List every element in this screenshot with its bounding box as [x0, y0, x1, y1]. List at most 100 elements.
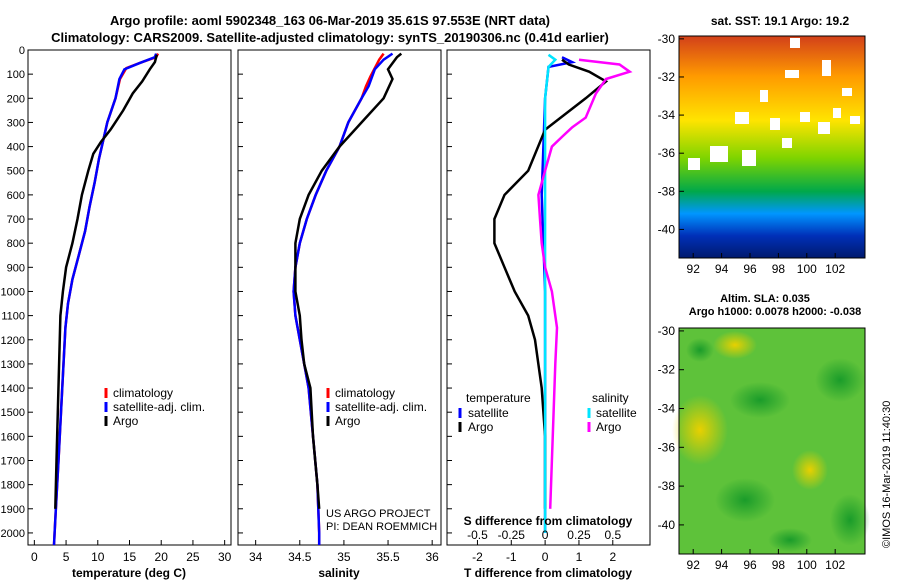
lat-tick-label: -34 [658, 108, 676, 122]
depth-tick-label: 900 [7, 262, 25, 274]
sst-map-title: sat. SST: 19.1 Argo: 19.2 [711, 14, 850, 28]
sst-map-field [679, 36, 865, 258]
sla-map-title-2: Argo h1000: 0.0078 h2000: -0.038 [689, 306, 861, 318]
series-line-satellite-adj-clim- [292, 52, 394, 545]
series-line-salinity-argo [537, 58, 633, 509]
sla-lon-ticks: 92 94 96 98 100 102 [687, 549, 846, 572]
sla-lat-ticks: -30 -32 -34 -36 -38 -40 [658, 324, 684, 532]
depth-tick-label: 1900 [1, 504, 25, 516]
x-tick-label: 2 [609, 550, 616, 564]
x-tick-label: 25 [186, 550, 200, 564]
depth-tick-label: 1400 [1, 383, 25, 395]
s-difference-tick-label: -0.25 [498, 528, 526, 542]
depth-tick-label: 500 [7, 166, 25, 178]
legend-label: Argo [335, 414, 361, 428]
salinity-lines [292, 52, 403, 545]
series-line-satellite-adj-clim- [52, 53, 158, 546]
temperature-panel: 0100200300400500600700800900100011001200… [1, 45, 232, 580]
depth-tick-label: 1000 [1, 286, 25, 298]
legend-label: climatology [113, 386, 173, 400]
legend-label: satellite-adj. clim. [335, 400, 427, 414]
legend-label: Argo [113, 414, 139, 428]
x-tick-label: 10 [91, 550, 105, 564]
x-tick-label: 5 [63, 550, 70, 564]
lat-tick-label: -36 [658, 440, 676, 454]
t-difference-axis-label: T difference from climatology [464, 566, 632, 580]
x-tick-label: 1 [576, 550, 583, 564]
lat-tick-label: -30 [658, 32, 676, 46]
legend-label-temp-argo: Argo [468, 420, 494, 434]
lat-tick-label: -40 [658, 518, 676, 532]
depth-tick-label: 1800 [1, 480, 25, 492]
x-tick-label: 0 [31, 550, 38, 564]
salinity-ticks: 34 34.5 35 35.5 36 [249, 540, 439, 564]
legend-label-temp-satellite: satellite [468, 406, 509, 420]
depth-tick-label: 1500 [1, 407, 25, 419]
s-difference-axis-label: S difference from climatology [464, 514, 633, 528]
series-line-climatology [292, 52, 385, 545]
lon-tick-label: 92 [687, 262, 701, 276]
depth-tick-label: 0 [19, 45, 25, 57]
lon-tick-label: 102 [825, 262, 845, 276]
sla-map: Altim. SLA: 0.035 Argo h1000: 0.0078 h20… [658, 293, 870, 572]
s-difference-tick-label: -0.5 [467, 528, 488, 542]
lon-tick-label: 94 [715, 262, 729, 276]
lon-tick-label: 98 [772, 262, 786, 276]
salinity-plot-frame [237, 49, 442, 546]
depth-tick-label: 1600 [1, 431, 25, 443]
lon-tick-label: 96 [743, 558, 757, 572]
depth-tick-label: 1700 [1, 455, 25, 467]
lon-tick-label: 96 [743, 262, 757, 276]
credit-line-2: PI: DEAN ROEMMICH [326, 521, 437, 533]
legend-label: satellite-adj. clim. [113, 400, 205, 414]
depth-tick-label: 700 [7, 214, 25, 226]
legend-label-sal-argo: Argo [596, 420, 622, 434]
sla-anomaly-blobs [672, 331, 870, 552]
lat-tick-label: -34 [658, 402, 676, 416]
difference-ticks: -2 -1 0 1 2 [472, 540, 616, 564]
x-tick-label: 0 [542, 550, 549, 564]
s-difference-tick-label: 0 [542, 528, 549, 542]
salinity-axis-label: salinity [318, 566, 360, 580]
lat-tick-label: -38 [658, 479, 676, 493]
depth-tick-label: 1300 [1, 359, 25, 371]
x-tick-label: -2 [472, 550, 483, 564]
depth-tick-label: 300 [7, 117, 25, 129]
sla-map-frame [678, 327, 866, 555]
lat-tick-label: -36 [658, 146, 676, 160]
depth-tick-label: 1200 [1, 335, 25, 347]
lon-tick-label: 92 [687, 558, 701, 572]
lat-tick-label: -32 [658, 70, 676, 84]
legend-title-temperature: temperature [466, 391, 531, 405]
difference-legend: temperature salinity satellite Argo sate… [458, 391, 637, 434]
inner-depth-ticks [447, 49, 452, 534]
series-line-argo [294, 52, 403, 509]
x-tick-label: 20 [155, 550, 169, 564]
temperature-lines [52, 53, 160, 546]
salinity-difference-ticks: -0.5 -0.25 0 0.25 0.5 [467, 528, 621, 542]
series-line-salinity-satellite [543, 53, 558, 533]
difference-plot-frame [446, 49, 651, 546]
x-tick-label: 34.5 [288, 550, 312, 564]
lon-tick-label: 100 [797, 262, 817, 276]
sst-map: sat. SST: 19.1 Argo: 19.2 -30 -32 -34 -36 -3… [658, 14, 866, 276]
s-difference-tick-label: 0.25 [567, 528, 591, 542]
depth-tick-label: 100 [7, 69, 25, 81]
header-line-2: Climatology: CARS2009. Satellite-adjuste… [51, 30, 609, 45]
legend-label-sal-satellite: satellite [596, 406, 637, 420]
depth-tick-label: 400 [7, 142, 25, 154]
s-difference-tick-label: 0.5 [604, 528, 621, 542]
credit-line-1: US ARGO PROJECT [326, 508, 431, 520]
lat-tick-label: -30 [658, 324, 676, 338]
lat-tick-label: -38 [658, 184, 676, 198]
depth-tick-label: 2000 [1, 528, 25, 540]
x-tick-label: 34 [249, 550, 263, 564]
x-tick-label: 15 [123, 550, 137, 564]
depth-tick-label: 800 [7, 238, 25, 250]
temperature-ticks: 0 5 10 15 20 25 30 [31, 540, 232, 564]
x-tick-label: -1 [506, 550, 517, 564]
x-tick-label: 35 [337, 550, 351, 564]
temperature-axis-label: temperature (deg C) [72, 566, 186, 580]
